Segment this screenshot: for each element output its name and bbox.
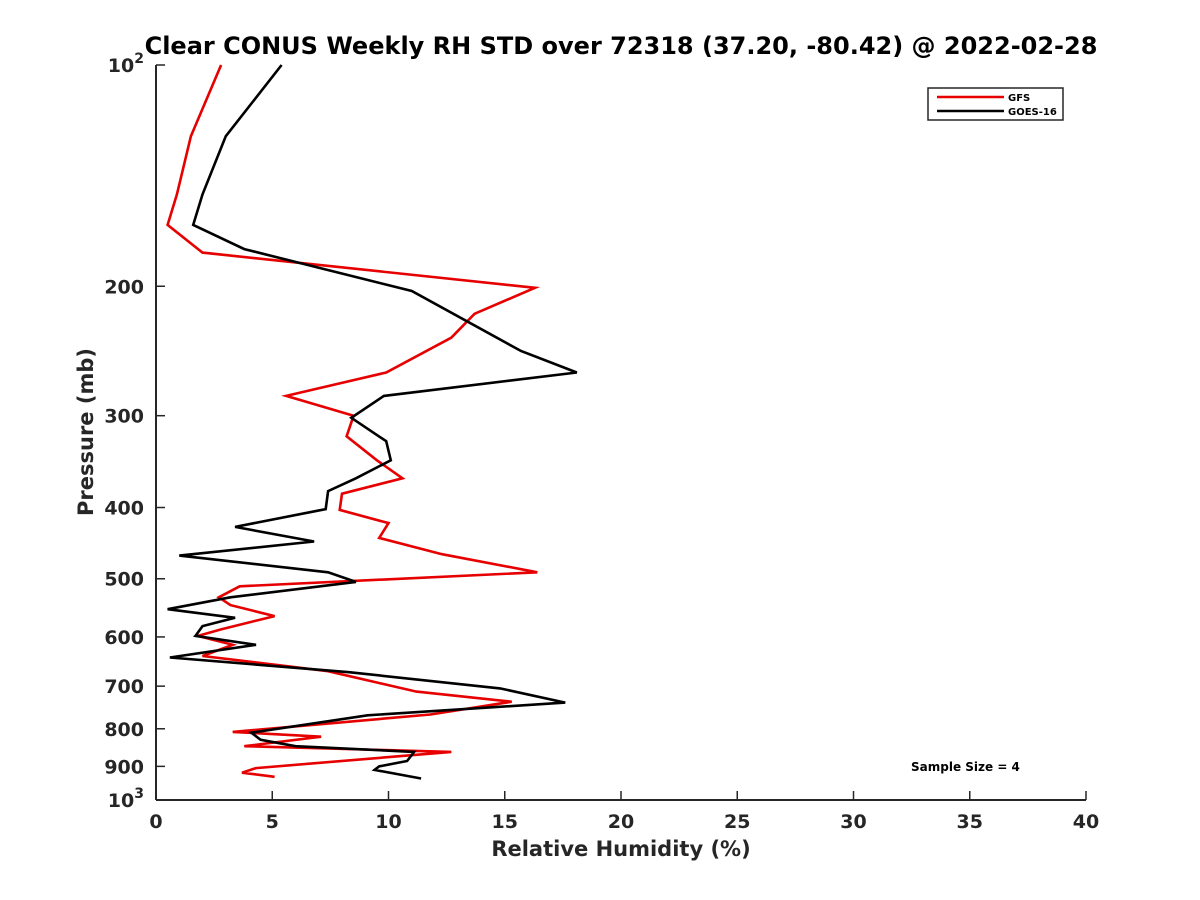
legend: GFS GOES-16 (927, 87, 1064, 121)
x-tick-label: 5 (266, 811, 279, 833)
x-tick-label: 20 (608, 811, 634, 833)
x-tick-label: 30 (840, 811, 866, 833)
x-ticks: 0 5 10 15 20 25 30 35 40 (149, 791, 1099, 833)
sample-size-annotation: Sample Size = 4 (911, 760, 1020, 774)
x-tick-label: 40 (1073, 811, 1099, 833)
x-tick-label: 15 (492, 811, 518, 833)
y-tick-label: 103 (108, 786, 144, 812)
chart-title: Clear CONUS Weekly RH STD over 72318 (37… (145, 32, 1098, 60)
x-tick-label: 10 (375, 811, 401, 833)
y-tick-label: 700 (104, 676, 144, 698)
x-tick-label: 0 (149, 811, 162, 833)
series-layer (166, 64, 578, 780)
y-tick-label: 900 (104, 756, 144, 778)
legend-label-gfs: GFS (1008, 93, 1030, 104)
legend-box (927, 87, 1064, 121)
x-axis-label: Relative Humidity (%) (491, 837, 750, 861)
y-tick-label: 200 (104, 276, 144, 298)
y-tick-label: 800 (104, 719, 144, 741)
y-tick-label: 600 (104, 627, 144, 649)
series-line-goes16 (167, 64, 578, 780)
y-tick-label: 400 (104, 498, 144, 520)
y-tick-label: 500 (104, 569, 144, 591)
x-tick-label: 35 (957, 811, 983, 833)
y-tick-label: 300 (104, 406, 144, 428)
y-axis-label: Pressure (mb) (74, 348, 98, 516)
legend-label-goes16: GOES-16 (1008, 107, 1057, 118)
y-tick-label: 102 (108, 51, 144, 77)
x-tick-label: 25 (724, 811, 750, 833)
y-ticks: 102 200 300 400 500 600 700 800 900 103 (104, 51, 165, 812)
